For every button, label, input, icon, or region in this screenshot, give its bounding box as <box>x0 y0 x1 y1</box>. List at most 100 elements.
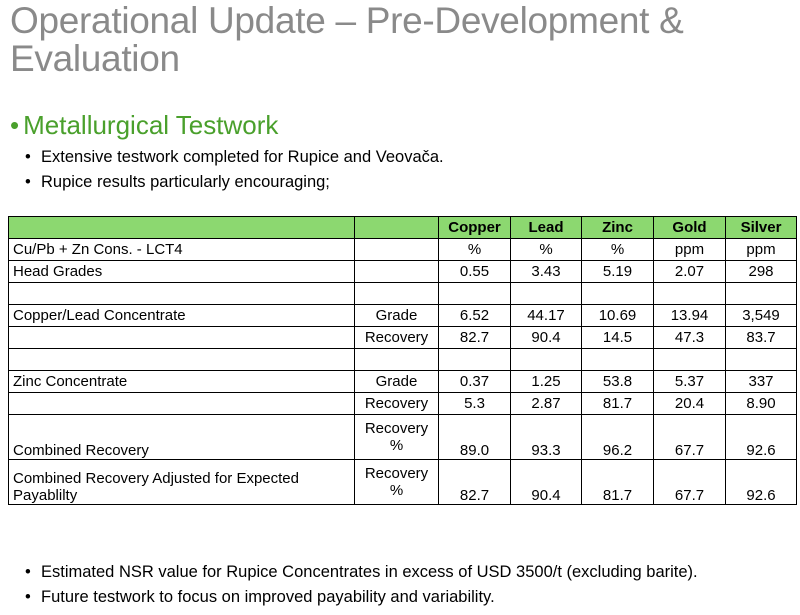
row-label: Copper/Lead Concentrate <box>8 304 355 327</box>
table-cell: 90.4 <box>510 459 582 505</box>
table-cell: 67.7 <box>653 459 726 505</box>
table-cell: 2.87 <box>510 392 582 415</box>
table-cell <box>581 282 654 305</box>
table-cell: 83.7 <box>725 326 797 349</box>
slide-title: Operational Update – Pre-Development & E… <box>10 0 684 79</box>
table-cell: 90.4 <box>510 326 582 349</box>
table-cell <box>438 282 511 305</box>
table-cell: 81.7 <box>581 459 654 505</box>
header-blank-cell <box>354 216 439 239</box>
header-blank-cell <box>8 216 355 239</box>
row-sublabel: Recovery % <box>354 414 439 460</box>
table-row: Head Grades 0.55 3.43 5.19 2.07 298 <box>8 260 797 283</box>
table-cell: 96.2 <box>581 414 654 460</box>
table-cell <box>653 348 726 371</box>
table-row: Recovery 5.3 2.87 81.7 20.4 8.90 <box>8 392 797 415</box>
intro-bullet: • Rupice results particularly encouraging… <box>25 173 330 191</box>
row-label: Zinc Concentrate <box>8 370 355 393</box>
section-heading-text: Metallurgical Testwork <box>23 110 279 140</box>
row-label <box>8 282 355 305</box>
table-row: Recovery 82.7 90.4 14.5 47.3 83.7 <box>8 326 797 349</box>
table-cell: % <box>438 238 511 261</box>
row-sublabel: Recovery <box>354 392 439 415</box>
row-sublabel <box>354 348 439 371</box>
testwork-table: Copper Lead Zinc Gold Silver Cu/Pb + Zn Cons.… <box>8 216 797 505</box>
row-sublabel <box>354 238 439 261</box>
table-cell: % <box>510 238 582 261</box>
row-sublabel: Grade <box>354 304 439 327</box>
table-cell: 10.69 <box>581 304 654 327</box>
table-cell: ppm <box>725 238 797 261</box>
table-cell: 47.3 <box>653 326 726 349</box>
table-cell: 6.52 <box>438 304 511 327</box>
table-cell: 81.7 <box>581 392 654 415</box>
table-cell: 0.37 <box>438 370 511 393</box>
table-header-row: Copper Lead Zinc Gold Silver <box>8 216 797 239</box>
column-header: Gold <box>653 216 726 239</box>
table-row: Combined Recovery Recovery % 89.0 93.3 96.2 6… <box>8 414 797 460</box>
table-cell: 92.6 <box>725 459 797 505</box>
intro-bullet-list: • Extensive testwork completed for Rupice… <box>25 145 444 195</box>
table-cell: 298 <box>725 260 797 283</box>
table-cell <box>725 282 797 305</box>
row-sublabel: Grade <box>354 370 439 393</box>
table-cell: 44.17 <box>510 304 582 327</box>
table-row <box>8 282 797 305</box>
table-cell: ppm <box>653 238 726 261</box>
table-cell <box>438 348 511 371</box>
table-cell: 3,549 <box>725 304 797 327</box>
table-cell: 0.55 <box>438 260 511 283</box>
footer-bullet: • Estimated NSR value for Rupice Concentr… <box>25 563 698 581</box>
row-sublabel: Recovery % <box>354 459 439 505</box>
row-label: Combined Recovery Adjusted for Expected … <box>8 459 355 505</box>
row-sublabel <box>354 282 439 305</box>
row-sublabel: Recovery <box>354 326 439 349</box>
row-label: Head Grades <box>8 260 355 283</box>
table-cell: 67.7 <box>653 414 726 460</box>
column-header: Lead <box>510 216 582 239</box>
table-cell: 337 <box>725 370 797 393</box>
table-cell: 53.8 <box>581 370 654 393</box>
table-row <box>8 348 797 371</box>
table-cell: 5.3 <box>438 392 511 415</box>
table-cell: 2.07 <box>653 260 726 283</box>
table-cell: 14.5 <box>581 326 654 349</box>
table-cell: 82.7 <box>438 326 511 349</box>
table-cell: 5.19 <box>581 260 654 283</box>
table-cell: 82.7 <box>438 459 511 505</box>
table-cell: 1.25 <box>510 370 582 393</box>
table-cell <box>510 348 582 371</box>
table-cell <box>510 282 582 305</box>
table-row: Cu/Pb + Zn Cons. - LCT4%%% ppm ppm <box>8 238 797 261</box>
testwork-table-body: Copper Lead Zinc Gold Silver Cu/Pb + Zn Cons.… <box>8 216 797 505</box>
table-cell: 8.90 <box>725 392 797 415</box>
table-row: Combined Recovery Adjusted for Expected … <box>8 459 797 505</box>
table-cell: % <box>581 238 654 261</box>
table-cell <box>581 348 654 371</box>
intro-bullet: • Extensive testwork completed for Rupice… <box>25 148 444 166</box>
table-row: Copper/Lead Concentrate Grade 6.52 44.17 10.… <box>8 304 797 327</box>
section-bullet: • <box>10 110 20 140</box>
table-cell: 92.6 <box>725 414 797 460</box>
table-cell: 3.43 <box>510 260 582 283</box>
table-cell <box>725 348 797 371</box>
column-header: Zinc <box>581 216 654 239</box>
column-header: Copper <box>438 216 511 239</box>
table-cell: 5.37 <box>653 370 726 393</box>
row-label <box>8 326 355 349</box>
section-heading: • Metallurgical Testwork <box>10 110 278 141</box>
footer-bullet: • Future testwork to focus on improved pa… <box>25 588 495 606</box>
table-cell: 89.0 <box>438 414 511 460</box>
row-label <box>8 348 355 371</box>
table-cell: 93.3 <box>510 414 582 460</box>
table-cell: 13.94 <box>653 304 726 327</box>
table-cell <box>653 282 726 305</box>
table-row: Zinc Concentrate Grade 0.37 1.25 53.8 5.37 337 <box>8 370 797 393</box>
footer-bullet-list: • Estimated NSR value for Rupice Concentr… <box>25 560 698 610</box>
column-header: Silver <box>725 216 797 239</box>
table-cell: 20.4 <box>653 392 726 415</box>
row-label <box>8 392 355 415</box>
row-sublabel <box>354 260 439 283</box>
row-label: Cu/Pb + Zn Cons. - LCT4 <box>8 238 355 261</box>
row-label: Combined Recovery <box>8 414 355 460</box>
